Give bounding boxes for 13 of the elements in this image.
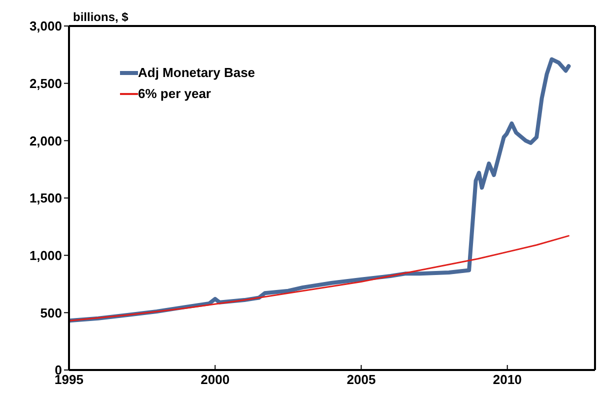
y-tick-label: 1,500 — [29, 190, 62, 206]
x-tick-label: 2000 — [200, 372, 230, 388]
y-tick-label: 500 — [40, 305, 62, 320]
legend-label: Adj Monetary Base — [138, 65, 256, 80]
y-axis-title: billions, $ — [73, 10, 129, 24]
y-tick-label: 3,000 — [29, 18, 62, 34]
y-tick-label: 2,500 — [29, 76, 62, 91]
x-tick-label: 2005 — [346, 372, 376, 388]
legend-label: 6% per year — [138, 86, 211, 101]
x-tick-label: 2010 — [492, 372, 522, 388]
line-series — [69, 235, 570, 322]
y-tick-label: 1,000 — [29, 248, 62, 263]
y-tick-label: 2,000 — [29, 133, 62, 148]
